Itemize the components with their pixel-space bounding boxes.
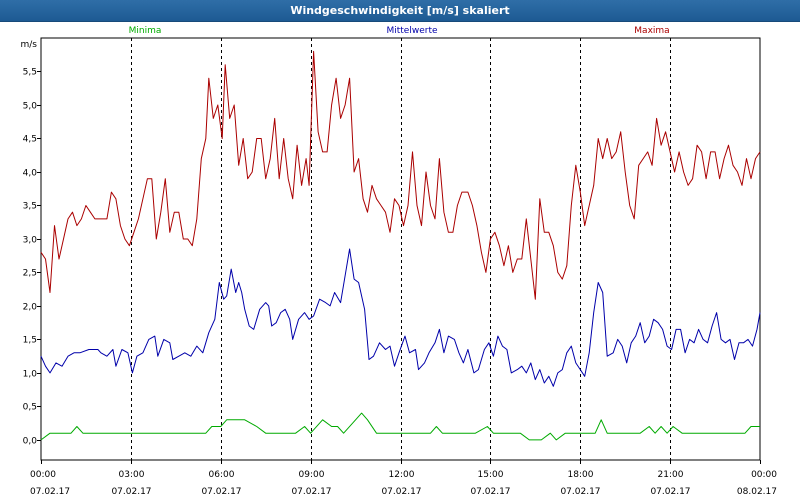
x-tick-date: 07.02.17 (111, 487, 151, 497)
y-tick-label: 3,0 (23, 236, 38, 246)
series-line-maxima (40, 50, 761, 300)
x-tick-date: 07.02.17 (30, 487, 70, 497)
y-tick-label: 4,0 (23, 169, 38, 179)
y-tick-label: 5,0 (23, 102, 38, 112)
series-lines (40, 50, 761, 441)
x-tick-time: 12:00 (389, 470, 415, 480)
x-tick-date: 07.02.17 (381, 487, 421, 497)
x-tick-date: 07.02.17 (560, 487, 600, 497)
plot-frame (40, 37, 761, 461)
x-tick-time: 00:00 (751, 470, 777, 480)
y-tick-label: 4,5 (23, 135, 37, 145)
x-tick-time: 09:00 (299, 470, 325, 480)
x-tick-date: 07.02.17 (650, 487, 690, 497)
x-axis: 00:00 07.02.17 03:00 07.02.17 06:00 07.02.17 0… (30, 460, 777, 497)
y-tick-label: 0,0 (23, 437, 38, 447)
x-tick-date: 07.02.17 (291, 487, 331, 497)
y-tick-label: 0,5 (23, 403, 37, 413)
y-tick-label: 3,5 (23, 202, 37, 212)
x-tick-date: 07.02.17 (201, 487, 241, 497)
x-tick-date: 08.02.17 (737, 487, 777, 497)
legend-minima: Minima (129, 26, 162, 36)
x-tick-time: 18:00 (568, 470, 594, 480)
legend-maxima: Maxima (634, 26, 669, 36)
y-tick-label: 1,5 (23, 336, 37, 346)
x-tick-date: 07.02.17 (470, 487, 510, 497)
window-title: Windgeschwindigkeit [m/s] skaliert (0, 0, 800, 22)
y-tick-label: 5,5 (23, 68, 37, 78)
y-tick-label: 1,0 (23, 370, 38, 380)
y-axis: 0,0 0,5 1,0 1,5 2,0 2,5 3,0 3,5 4,0 4,5 5,0 5,5 m/s (21, 40, 41, 447)
x-tick-time: 06:00 (209, 470, 235, 480)
x-tick-time: 00:00 (30, 470, 56, 480)
legend: Minima Mittelwerte Maxima (129, 26, 670, 36)
series-line-mittelwerte (40, 248, 761, 387)
plot-area (40, 37, 761, 461)
x-tick-time: 15:00 (478, 470, 504, 480)
grid-lines (131, 38, 671, 460)
y-axis-unit: m/s (21, 40, 38, 50)
y-tick-label: 2,5 (23, 269, 37, 279)
y-tick-label: 2,0 (23, 303, 38, 313)
x-tick-time: 03:00 (119, 470, 145, 480)
series-line-minima (40, 412, 760, 441)
legend-mittelwerte: Mittelwerte (386, 26, 437, 36)
x-tick-time: 21:00 (658, 470, 684, 480)
